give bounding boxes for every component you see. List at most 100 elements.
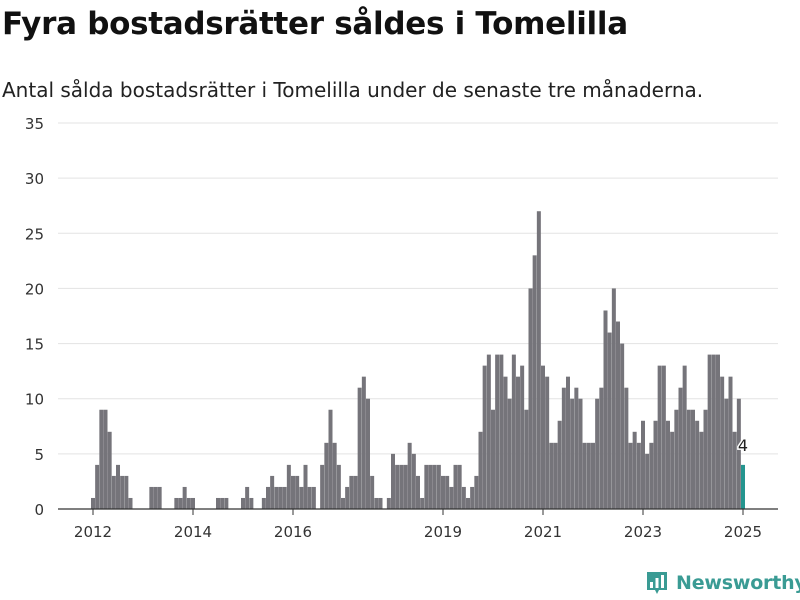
bar (582, 442, 587, 509)
bar (366, 398, 370, 509)
bar (116, 464, 120, 509)
bar (711, 354, 716, 509)
y-tick-label: 5 (34, 446, 44, 464)
x-tick-label: 2019 (424, 523, 462, 541)
bar (457, 464, 462, 509)
bar (707, 354, 712, 509)
bar (607, 332, 612, 509)
bar (220, 497, 225, 509)
bar (299, 486, 304, 509)
bar (491, 409, 495, 509)
bar (103, 409, 108, 509)
bar (495, 354, 500, 509)
bar (261, 497, 266, 509)
bar (561, 387, 566, 509)
x-tick-label: 2025 (724, 523, 762, 541)
bar (399, 464, 404, 509)
bar (99, 409, 104, 509)
bar (128, 497, 133, 509)
bar (474, 475, 479, 509)
bar (391, 453, 395, 509)
bar (603, 310, 608, 509)
bar (216, 497, 220, 509)
bar (424, 464, 429, 509)
bar (157, 486, 162, 509)
bar (524, 409, 529, 509)
bar (453, 464, 458, 509)
bar (682, 365, 687, 509)
bar (591, 442, 595, 509)
bar (541, 365, 545, 509)
gridlines (58, 122, 778, 455)
bar (436, 464, 441, 509)
bar (678, 387, 683, 509)
bar (416, 475, 420, 509)
newsworthy-chart-logo-icon (647, 572, 667, 594)
bar (499, 354, 504, 509)
bar (470, 486, 475, 509)
bar (566, 376, 570, 509)
bar (186, 497, 191, 509)
bar (720, 376, 725, 509)
bar (266, 486, 270, 509)
bar (124, 475, 129, 509)
y-tick-label: 25 (25, 225, 44, 243)
bar (274, 486, 279, 509)
bar (378, 497, 383, 509)
bar (336, 464, 341, 509)
bar (549, 442, 554, 509)
bar (586, 442, 591, 509)
brand-name: Newsworthy (676, 572, 800, 594)
bar (595, 398, 600, 509)
bar (532, 255, 537, 509)
bar (91, 497, 95, 509)
bar (249, 497, 254, 509)
bar (370, 475, 375, 509)
bar (182, 486, 187, 509)
y-tick-label: 35 (25, 115, 44, 133)
bar (570, 398, 575, 509)
bar (574, 387, 579, 509)
bar (307, 486, 312, 509)
bar (445, 475, 450, 509)
bar (191, 497, 195, 509)
bar (357, 387, 362, 509)
bar (349, 475, 354, 509)
bar (636, 442, 641, 509)
bar (641, 420, 645, 509)
bar (432, 464, 437, 509)
bar (286, 464, 291, 509)
x-axis: 2012 2014 2016 2019 2021 2023 2025 (58, 508, 778, 541)
bar (311, 486, 316, 509)
bar-highlight (741, 464, 745, 509)
bar (657, 365, 662, 509)
bar (557, 420, 562, 509)
bar (482, 365, 487, 509)
data-labels: 4 (736, 434, 749, 456)
bar (645, 453, 650, 509)
bar (478, 431, 483, 509)
bar (486, 354, 491, 509)
y-axis-tick-labels: 0 5 10 15 20 25 30 35 (25, 115, 44, 519)
bar (353, 475, 358, 509)
bar (107, 431, 112, 509)
bar (620, 343, 625, 509)
bar (520, 365, 525, 509)
bar (149, 486, 154, 509)
bar (507, 398, 512, 509)
bar (224, 497, 229, 509)
bar (728, 376, 733, 509)
bar (553, 442, 558, 509)
data-label: 4 (738, 436, 748, 455)
newsworthy-logo[interactable]: Newsworthy (645, 570, 800, 596)
bar (345, 486, 350, 509)
bar (428, 464, 433, 509)
bar (674, 409, 679, 509)
bar (420, 497, 425, 509)
bar (736, 398, 741, 509)
x-tick-label: 2016 (274, 523, 312, 541)
bar (403, 464, 408, 509)
bar (466, 497, 470, 509)
bar (616, 321, 620, 509)
